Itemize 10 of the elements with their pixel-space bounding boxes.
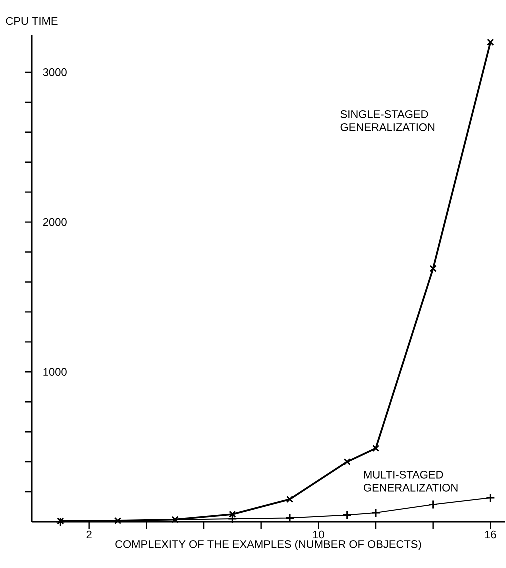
x-tick-label: 10: [313, 530, 324, 539]
y-axis-title: CPU TIME: [6, 17, 58, 26]
x-tick-label: 2: [86, 530, 92, 539]
y-tick-label: 3000: [43, 68, 67, 76]
y-tick-label: 1000: [44, 368, 67, 376]
y-tick-label: 2000: [43, 218, 67, 226]
series-label: MULTI-STAGED GENERALIZATION: [364, 471, 458, 492]
x-axis-title: COMPLEXITY OF THE EXAMPLES (NUMBER OF OBJECTS): [116, 540, 422, 550]
text: SINGLE-STAGED GENERALIZATION: [340, 110, 435, 132]
x-tick-label: 16: [485, 530, 496, 539]
